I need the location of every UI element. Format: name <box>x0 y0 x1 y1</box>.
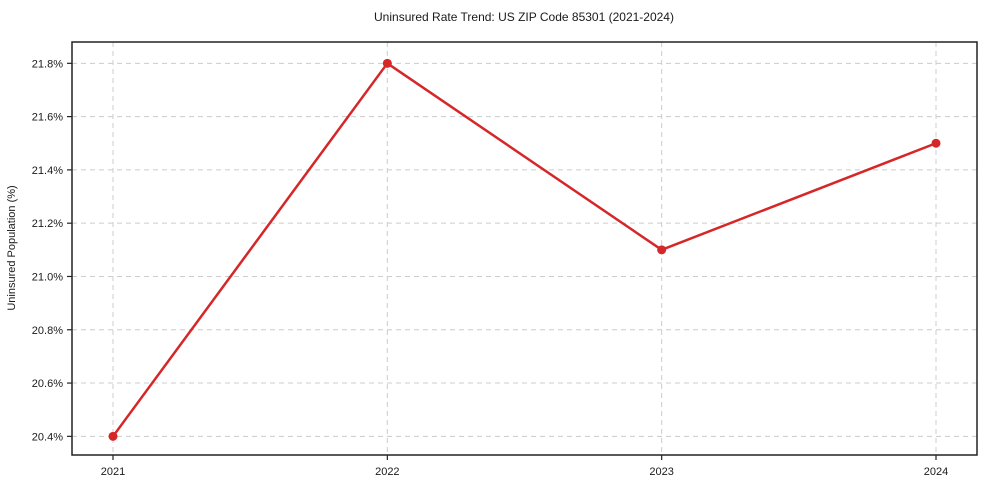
series-line <box>111 62 938 438</box>
x-tick-label: 2022 <box>375 466 399 478</box>
y-tick-label: 21.2% <box>32 218 63 230</box>
label-layer: Uninsured Rate Trend: US ZIP Code 85301 … <box>6 10 948 478</box>
data-point-marker <box>382 58 392 68</box>
plot-frame <box>71 41 978 456</box>
y-tick-label: 21.6% <box>32 112 63 124</box>
data-point-marker <box>657 245 667 255</box>
axis-layer <box>67 41 978 460</box>
x-tick-label: 2021 <box>101 466 125 478</box>
y-tick-label: 21.8% <box>32 58 63 70</box>
y-tick-label: 20.6% <box>32 378 63 390</box>
y-axis-label: Uninsured Population (%) <box>6 185 18 310</box>
y-tick-label: 21.4% <box>32 165 63 177</box>
grid-layer <box>72 42 977 455</box>
chart-title: Uninsured Rate Trend: US ZIP Code 85301 … <box>374 10 674 24</box>
y-tick-label: 20.8% <box>32 325 63 337</box>
y-tick-label: 21.0% <box>32 271 63 283</box>
y-tick-label: 20.4% <box>32 431 63 443</box>
data-point-marker <box>931 138 941 148</box>
series-layer <box>108 58 941 441</box>
x-tick-label: 2024 <box>924 466 948 478</box>
x-tick-label: 2023 <box>649 466 673 478</box>
data-point-marker <box>108 431 118 441</box>
